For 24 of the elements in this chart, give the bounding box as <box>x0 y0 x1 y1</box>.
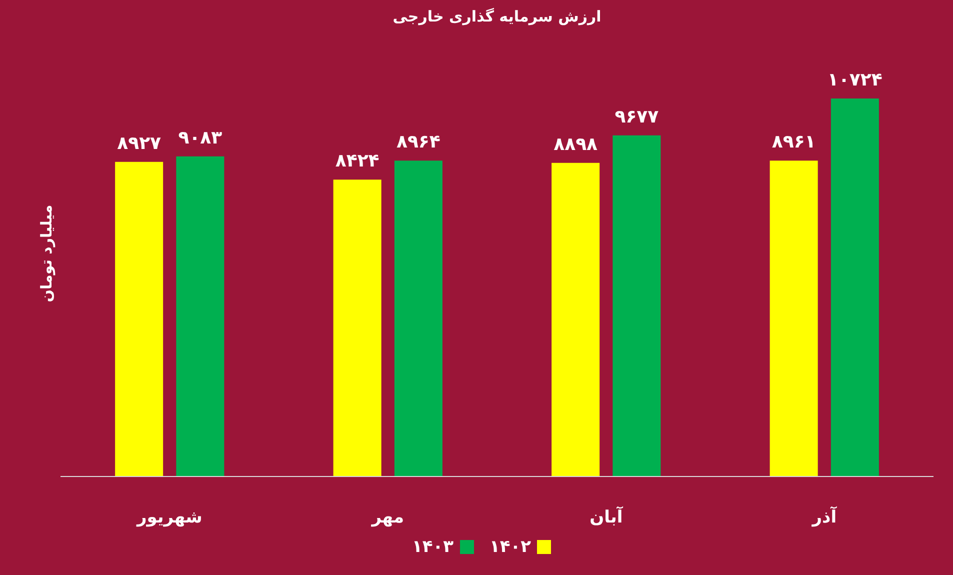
legend-label: ۱۴۰۲ <box>490 536 532 559</box>
x-tick-label: آذر <box>811 506 838 528</box>
data-label: ۹۰۸۳ <box>178 127 222 148</box>
y-axis-title: میلیارد تومان <box>38 204 56 302</box>
chart-title: ارزش سرمایه گذاری خارجی <box>392 8 602 26</box>
bar <box>552 162 600 476</box>
data-label: ۸۹۶۱ <box>772 132 816 153</box>
bar <box>830 98 879 476</box>
data-label: ۸۹۶۴ <box>396 132 440 153</box>
data-label: ۱۰۷۲۴ <box>827 70 882 91</box>
x-tick-label: آبان <box>590 506 624 528</box>
data-label: ۸۹۲۷ <box>117 132 162 154</box>
bar <box>115 162 164 476</box>
x-tick-label: مهر <box>370 508 404 528</box>
bar <box>770 160 818 476</box>
data-label: ۸۴۲۴ <box>335 150 380 172</box>
bar <box>176 156 224 476</box>
legend-label: ۱۴۰۳ <box>412 536 454 559</box>
bar <box>612 135 661 476</box>
bar <box>394 160 442 476</box>
data-label: ۹۶۷۷ <box>614 106 659 128</box>
data-label: ۸۸۹۸ <box>554 134 598 155</box>
x-tick-label: شهریور <box>136 508 202 528</box>
bar <box>333 180 382 476</box>
